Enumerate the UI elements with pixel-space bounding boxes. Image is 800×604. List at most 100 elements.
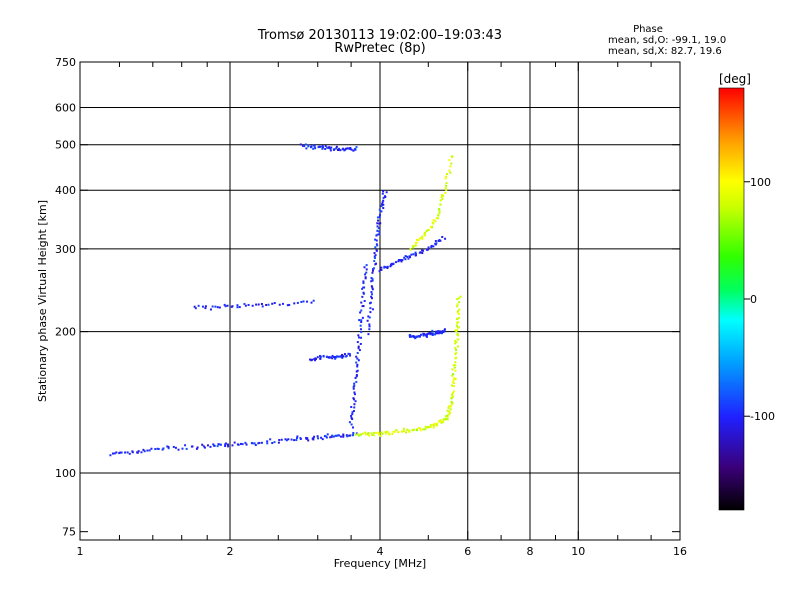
data-point bbox=[364, 277, 367, 280]
data-point bbox=[295, 437, 298, 440]
data-point bbox=[442, 331, 445, 334]
data-point bbox=[310, 145, 313, 148]
data-point bbox=[293, 439, 296, 442]
data-point bbox=[382, 203, 385, 206]
data-point bbox=[432, 245, 435, 248]
data-point bbox=[373, 260, 376, 263]
data-point bbox=[456, 305, 459, 308]
data-point bbox=[357, 345, 360, 348]
data-point bbox=[382, 190, 385, 193]
data-point bbox=[328, 356, 331, 359]
data-point bbox=[360, 319, 363, 322]
data-point bbox=[357, 359, 360, 362]
data-point bbox=[216, 445, 219, 448]
data-point bbox=[371, 271, 374, 274]
data-point bbox=[219, 443, 222, 446]
data-point bbox=[417, 335, 420, 338]
data-point bbox=[436, 332, 439, 335]
data-point bbox=[356, 341, 359, 344]
data-point bbox=[391, 432, 394, 435]
data-point bbox=[439, 203, 442, 206]
data-point bbox=[357, 334, 360, 337]
y-axis-label: Stationary phase Virtual Height [km] bbox=[36, 200, 49, 402]
data-point bbox=[328, 146, 331, 149]
data-point bbox=[455, 356, 458, 359]
data-point bbox=[181, 447, 184, 450]
data-point bbox=[345, 434, 348, 437]
data-point bbox=[392, 262, 395, 265]
data-point bbox=[359, 324, 362, 327]
data-point bbox=[433, 424, 436, 427]
data-point bbox=[354, 433, 357, 436]
data-point bbox=[373, 255, 376, 258]
data-point bbox=[431, 333, 434, 336]
data-point bbox=[351, 411, 354, 414]
data-point bbox=[439, 419, 442, 422]
data-point bbox=[333, 148, 336, 151]
data-point bbox=[353, 382, 356, 385]
data-point bbox=[456, 329, 459, 332]
data-point bbox=[351, 426, 354, 429]
data-point bbox=[434, 242, 437, 245]
data-point bbox=[385, 191, 388, 194]
data-point bbox=[422, 428, 425, 431]
data-point bbox=[269, 438, 272, 441]
data-point bbox=[352, 410, 355, 413]
data-point bbox=[339, 355, 342, 358]
y-tick-label: 75 bbox=[62, 526, 76, 539]
data-point bbox=[459, 295, 462, 298]
data-point bbox=[372, 434, 375, 437]
data-point bbox=[320, 436, 323, 439]
data-point bbox=[172, 445, 175, 448]
stats-x-mode: mean, sd,X: 82.7, 19.6 bbox=[608, 46, 722, 57]
data-point bbox=[376, 216, 379, 219]
data-point bbox=[312, 438, 315, 441]
data-point bbox=[224, 442, 227, 445]
data-point bbox=[378, 433, 381, 436]
colorbar-tick-label: 100 bbox=[750, 176, 771, 189]
data-point bbox=[317, 437, 320, 440]
data-point bbox=[306, 300, 309, 303]
data-point bbox=[448, 413, 451, 416]
data-point bbox=[209, 445, 212, 448]
data-point bbox=[227, 443, 230, 446]
data-point bbox=[427, 246, 430, 249]
data-point bbox=[437, 330, 440, 333]
data-point bbox=[452, 381, 455, 384]
data-point bbox=[312, 144, 315, 147]
data-point bbox=[410, 253, 413, 256]
data-point bbox=[382, 199, 385, 202]
data-point bbox=[358, 336, 361, 339]
data-point bbox=[368, 316, 371, 319]
data-point bbox=[454, 329, 457, 332]
data-point bbox=[452, 364, 455, 367]
data-point bbox=[378, 215, 381, 218]
data-point bbox=[380, 205, 383, 208]
data-point bbox=[281, 302, 284, 305]
data-point bbox=[354, 148, 357, 151]
data-point bbox=[361, 316, 364, 319]
data-point bbox=[425, 230, 428, 233]
data-point bbox=[380, 268, 383, 271]
data-point bbox=[333, 355, 336, 358]
data-point bbox=[447, 406, 450, 409]
data-point bbox=[260, 302, 263, 305]
data-point bbox=[284, 438, 287, 441]
data-point bbox=[360, 336, 363, 339]
data-point bbox=[255, 303, 258, 306]
data-point bbox=[400, 259, 403, 262]
data-point bbox=[358, 319, 361, 322]
colorbar-label: [deg] bbox=[719, 72, 751, 86]
data-point bbox=[410, 335, 413, 338]
data-point bbox=[341, 356, 344, 359]
data-point bbox=[167, 446, 170, 449]
data-point bbox=[356, 433, 359, 436]
data-point bbox=[337, 147, 340, 150]
data-point bbox=[456, 326, 459, 329]
data-point bbox=[458, 316, 461, 319]
data-point bbox=[381, 432, 384, 435]
data-point bbox=[418, 237, 421, 240]
data-point bbox=[224, 305, 227, 308]
data-point bbox=[349, 434, 352, 437]
data-point bbox=[385, 432, 388, 435]
